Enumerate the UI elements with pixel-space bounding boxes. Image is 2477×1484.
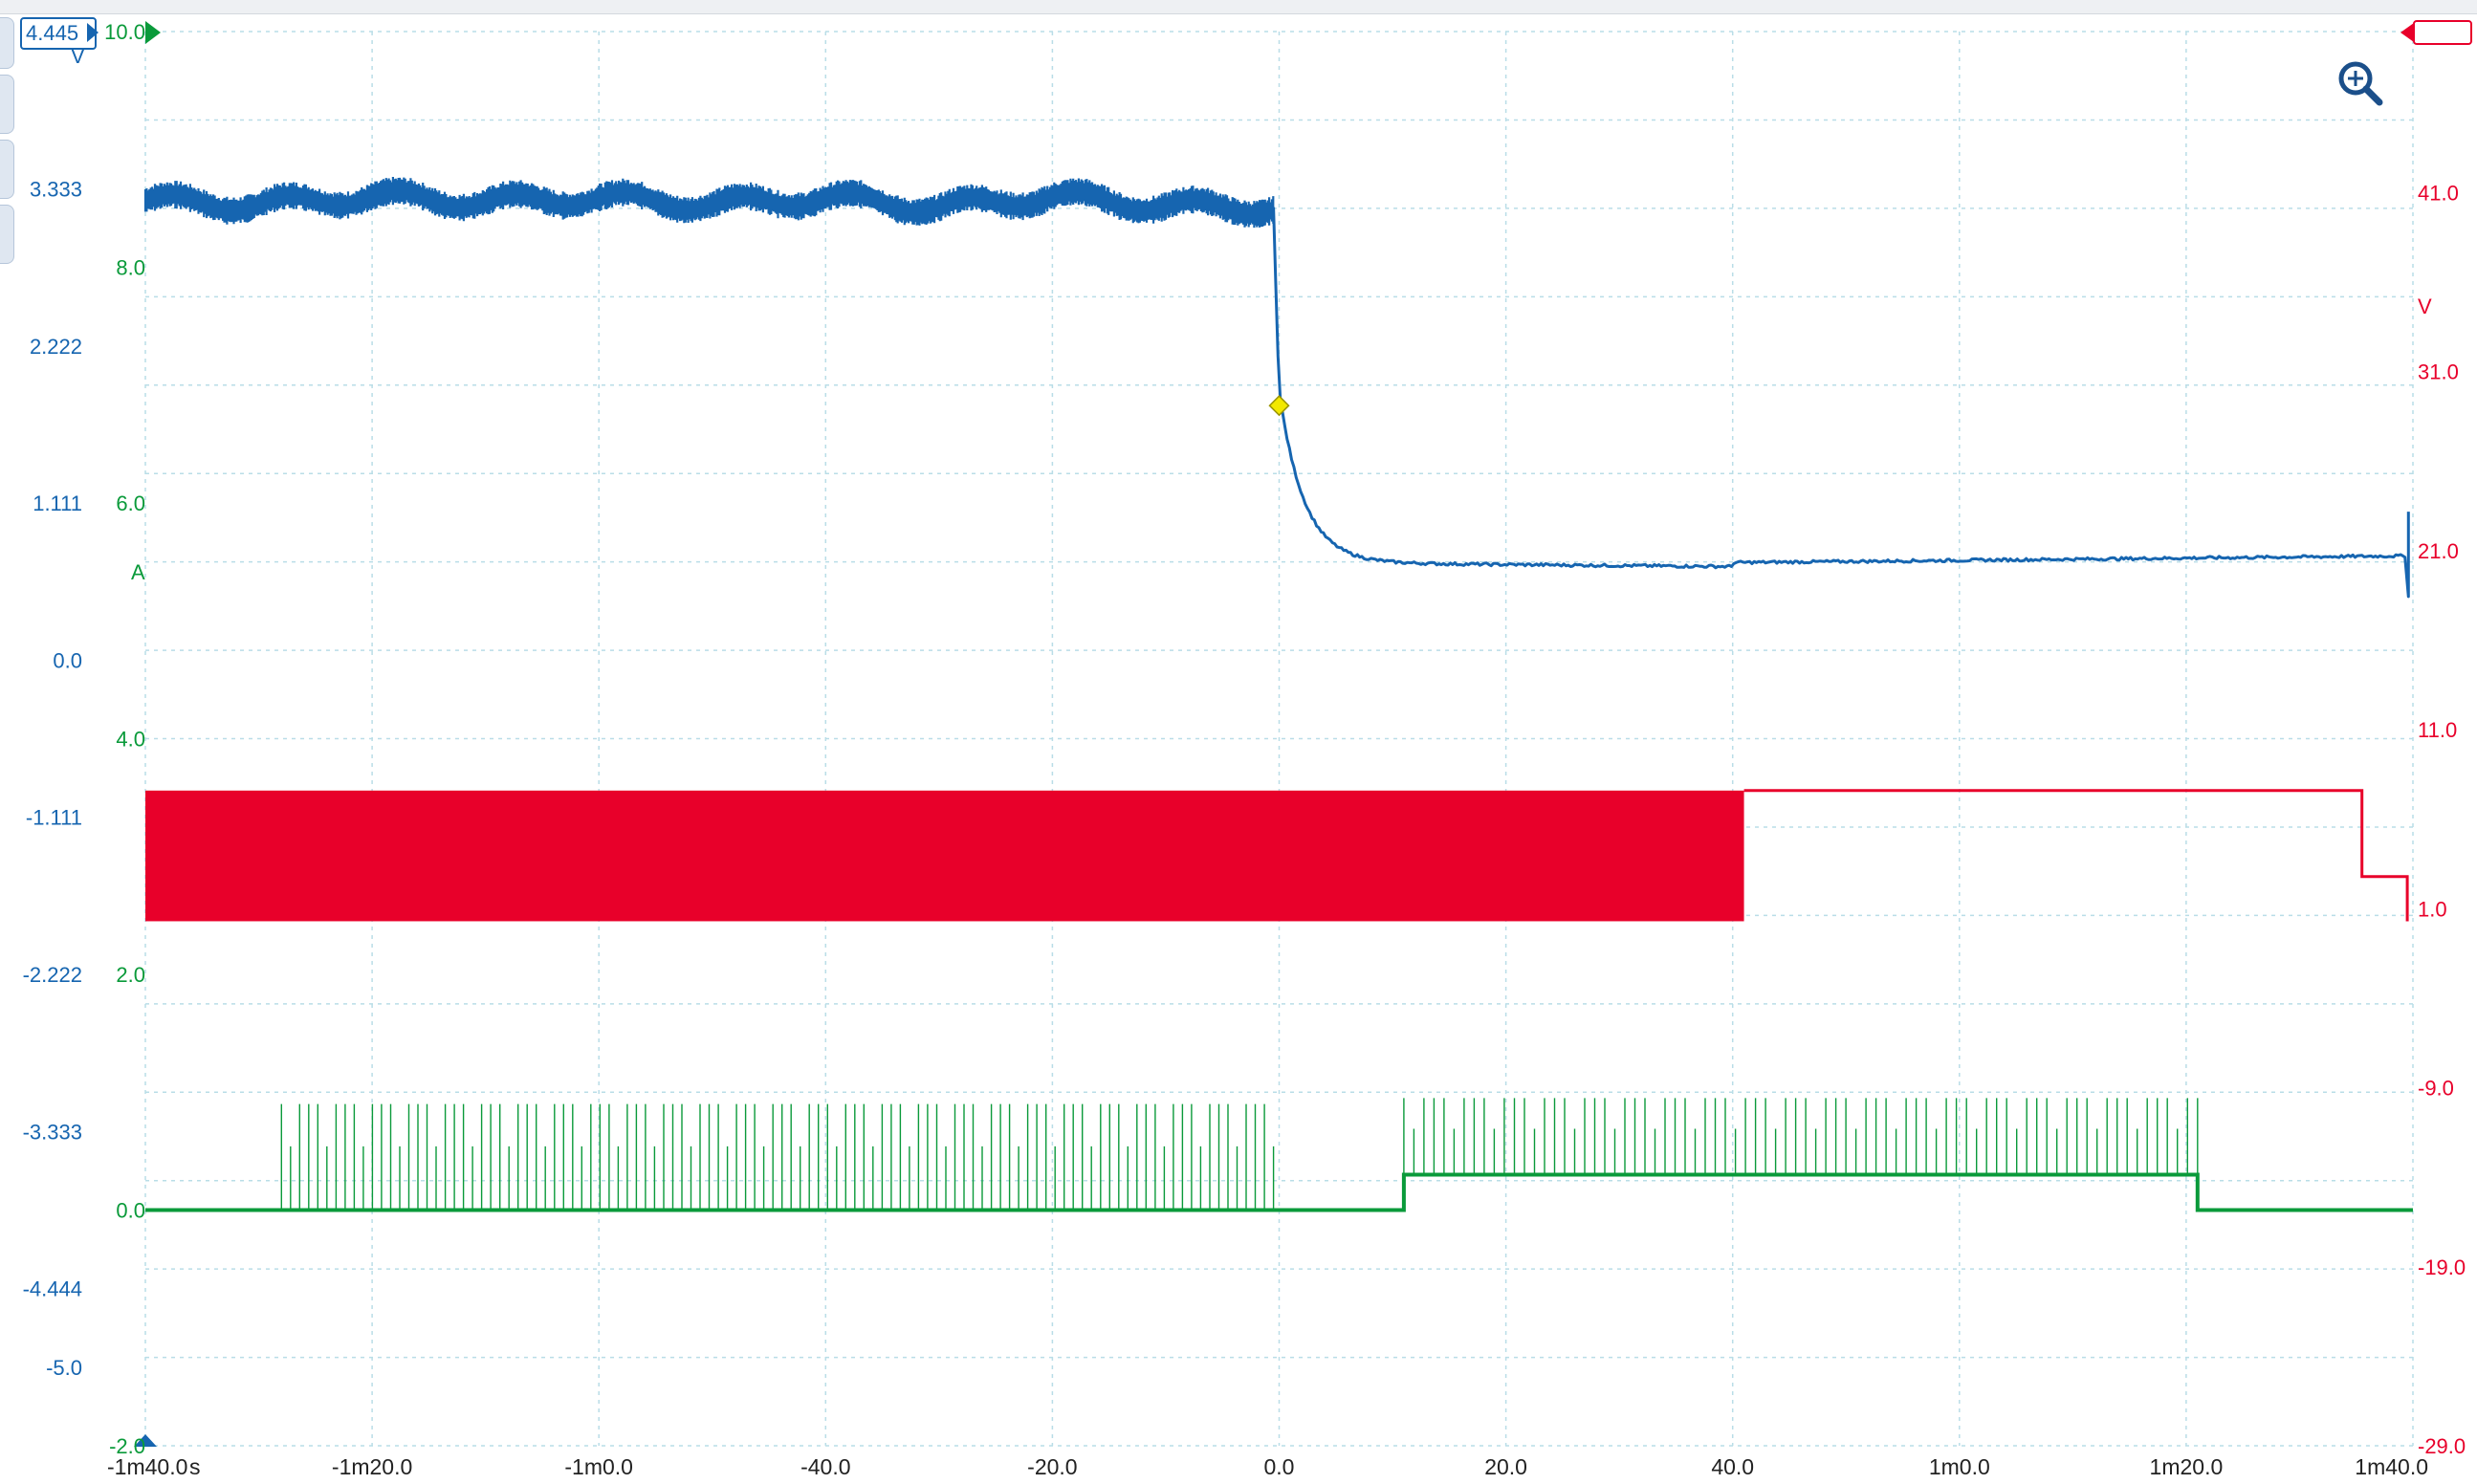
x-tick-label: -1m20.0 [332, 1454, 412, 1479]
green-pulse-group [1403, 1098, 2199, 1175]
blue-tick-label: -1.111 [26, 806, 82, 830]
zoom-icon-lens [2338, 61, 2373, 96]
x-tick-label: -1m40.0 [107, 1454, 187, 1479]
green-tick-label: -2.0 [109, 1434, 145, 1458]
green-tick-label: 4.0 [116, 728, 145, 752]
top-controls: 4.445 [20, 17, 2472, 106]
active-value-label: 4.445 [26, 21, 78, 45]
blue-trace-noise-band [143, 177, 1275, 229]
red-trace-step [1743, 789, 2409, 922]
red-tick-label: 31.0 [2418, 360, 2459, 384]
x-unit-label: s [189, 1454, 201, 1479]
x-tick-label: -40.0 [800, 1454, 850, 1479]
red-channel-flag-icon [2400, 23, 2414, 42]
side-tab-4[interactable] [0, 205, 14, 264]
zoom-icon[interactable] [2338, 61, 2383, 106]
blue-tick-label: 3.333 [30, 177, 82, 201]
red-tick-label: -19.0 [2418, 1255, 2466, 1279]
x-tick-label: 1m40.0 [2355, 1454, 2428, 1479]
green-channel-flag-icon [145, 21, 161, 44]
green-tick-label: 10.0 [104, 20, 145, 44]
blue-channel-flag-icon [87, 23, 99, 42]
blue-tick-label: 0.0 [53, 648, 82, 672]
red-tick-label: -9.0 [2418, 1077, 2454, 1101]
green-tick-label: 2.0 [116, 963, 145, 987]
green-tick-label: 0.0 [116, 1199, 145, 1223]
x-tick-label: 20.0 [1484, 1454, 1527, 1479]
blue-axis: 4.445 3.333 2.222 1.111 0.0 -1.111 -2.222 -3.33… [23, 20, 85, 1380]
side-tab-3[interactable] [0, 140, 14, 199]
blue-tick-label: -4.444 [23, 1277, 82, 1301]
offset-marker-icon [134, 1434, 157, 1447]
red-axis: 50.041.031.021.011.01.0-9.0-19.0-29.0V [2418, 20, 2466, 1458]
x-tick-label: -20.0 [1027, 1454, 1077, 1479]
red-tick-label: 1.0 [2418, 897, 2447, 921]
toolbar-strip [0, 0, 2477, 14]
red-unit-label: V [2418, 295, 2432, 318]
blue-tick-label: -3.333 [23, 1120, 82, 1144]
x-tick-label: 1m0.0 [1929, 1454, 1990, 1479]
blue-trace-decay [1272, 207, 2410, 599]
x-tick-label: 40.0 [1711, 1454, 1754, 1479]
side-tab-2[interactable] [0, 75, 14, 134]
green-unit-label: A [131, 560, 145, 584]
grid [144, 31, 2414, 1447]
red-channel [145, 789, 2409, 922]
x-tick-label: -1m0.0 [564, 1454, 633, 1479]
side-tab-1[interactable] [0, 17, 14, 69]
green-pulse-group [280, 1103, 1275, 1211]
x-tick-label: 1m20.0 [2150, 1454, 2224, 1479]
green-tick-label: 6.0 [116, 491, 145, 515]
red-tick-label: 11.0 [2418, 718, 2457, 742]
trigger-marker-icon [1268, 395, 1290, 417]
green-tick-label: 8.0 [116, 256, 145, 280]
zoom-icon-handle [2362, 85, 2383, 106]
blue-channel [143, 177, 2410, 599]
red-tick-label: 21.0 [2418, 539, 2459, 563]
green-trace-baseline [145, 1172, 2413, 1212]
red-trace-envelope [145, 790, 1744, 922]
red-tick-label: 41.0 [2418, 181, 2459, 205]
markers [134, 395, 1290, 1447]
green-channel [145, 1098, 2413, 1212]
red-channel-box [2413, 20, 2472, 45]
blue-tick-label: 2.222 [30, 335, 82, 359]
blue-unit-label: V [71, 44, 85, 68]
red-tick-label: -29.0 [2418, 1434, 2466, 1458]
green-axis: 10.0 8.0 6.0 4.0 2.0 0.0 -2.0 A [104, 20, 145, 1458]
blue-tick-label: -5.0 [46, 1356, 82, 1380]
x-tick-label: 0.0 [1264, 1454, 1295, 1479]
blue-tick-label: 1.111 [33, 491, 82, 515]
blue-tick-label: -2.222 [23, 963, 82, 987]
x-axis: -1m40.0 -1m20.0 -1m0.0 -40.0 -20.0 0.0 20.0 40.… [107, 1454, 2428, 1479]
